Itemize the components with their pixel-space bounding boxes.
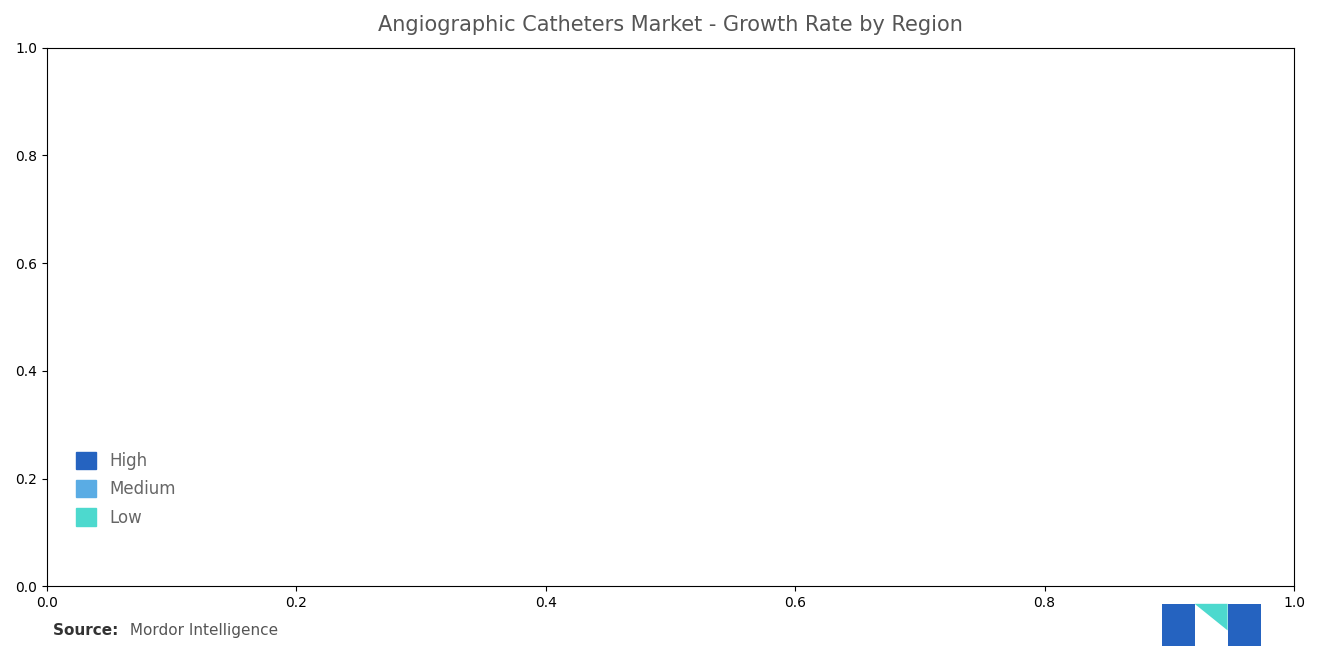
- Text: Mordor Intelligence: Mordor Intelligence: [125, 623, 279, 638]
- Polygon shape: [1195, 604, 1228, 630]
- Legend: High, Medium, Low: High, Medium, Low: [67, 444, 183, 535]
- Polygon shape: [1228, 604, 1261, 646]
- Title: Angiographic Catheters Market - Growth Rate by Region: Angiographic Catheters Market - Growth R…: [378, 15, 962, 35]
- Polygon shape: [1162, 604, 1195, 646]
- Text: Source:: Source:: [53, 623, 124, 638]
